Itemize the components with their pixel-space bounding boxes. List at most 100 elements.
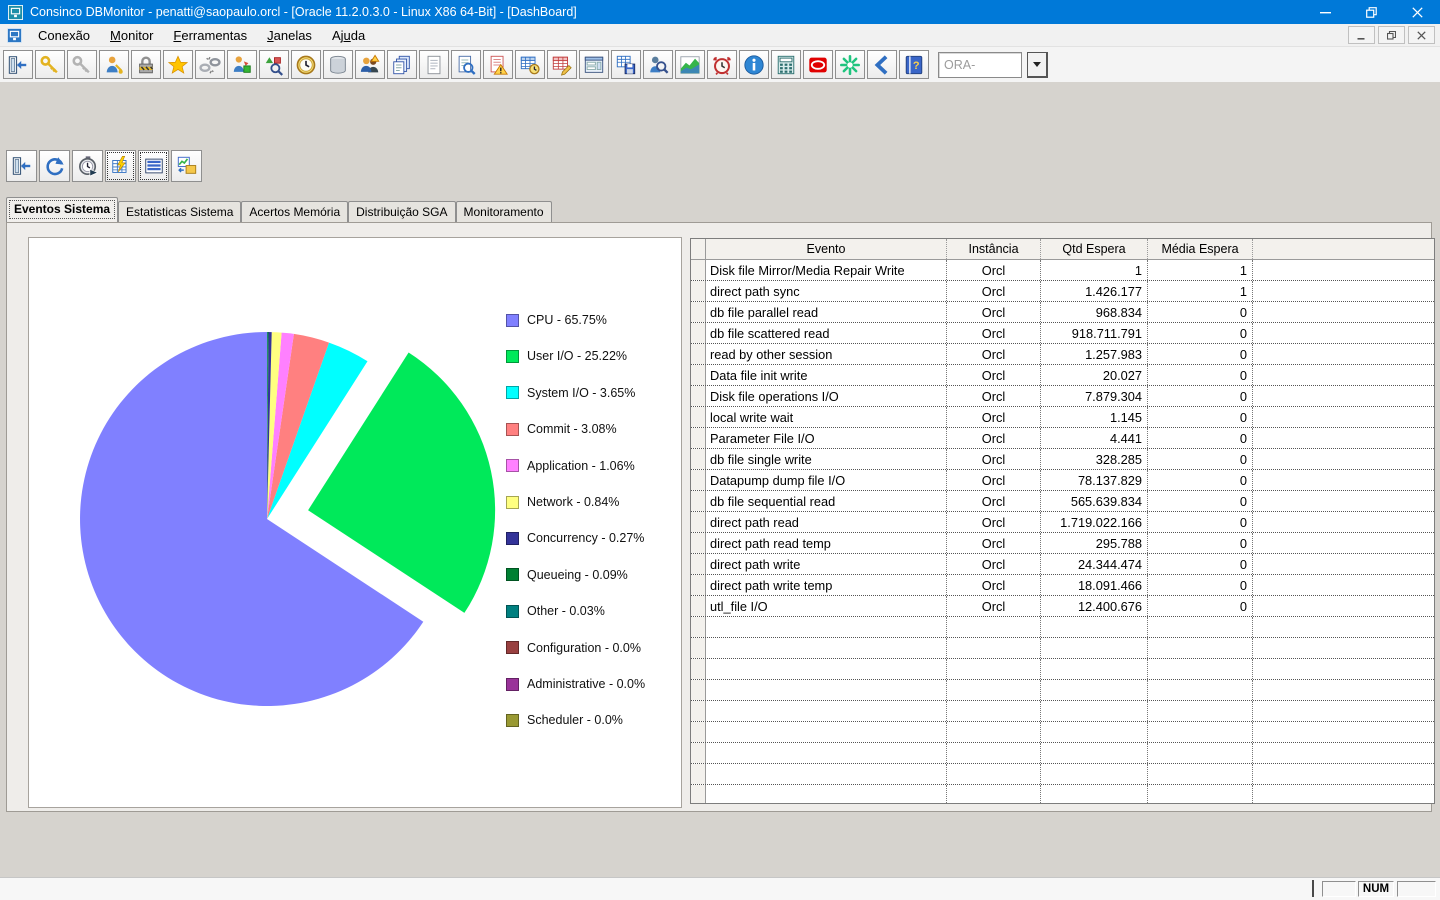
cell-qtd-espera[interactable]: 18.091.466: [1041, 575, 1148, 595]
cell-media-espera[interactable]: [1148, 701, 1253, 721]
cell-blank[interactable]: [1253, 365, 1434, 385]
row-indicator[interactable]: [691, 512, 706, 532]
cell-qtd-espera[interactable]: 12.400.676: [1041, 596, 1148, 616]
cell-blank[interactable]: [1253, 743, 1434, 763]
cell-instancia[interactable]: [947, 722, 1041, 742]
cell-instancia[interactable]: Orcl: [947, 596, 1041, 616]
exit-button[interactable]: [6, 150, 37, 182]
cell-instancia[interactable]: [947, 785, 1041, 803]
cell-qtd-espera[interactable]: 1: [1041, 260, 1148, 280]
grid-clock-button[interactable]: [515, 50, 545, 79]
cell-evento[interactable]: [706, 722, 947, 742]
cell-evento[interactable]: read by other session: [706, 344, 947, 364]
row-indicator[interactable]: [691, 722, 706, 742]
star-button[interactable]: [163, 50, 193, 79]
row-indicator[interactable]: [691, 407, 706, 427]
cell-blank[interactable]: [1253, 680, 1434, 700]
document-preview-button[interactable]: [451, 50, 481, 79]
row-indicator[interactable]: [691, 533, 706, 553]
cell-media-espera[interactable]: [1148, 785, 1253, 803]
cell-evento[interactable]: db file parallel read: [706, 302, 947, 322]
cell-qtd-espera[interactable]: 1.145: [1041, 407, 1148, 427]
cell-evento[interactable]: [706, 617, 947, 637]
grid-rows-button[interactable]: [138, 150, 169, 182]
broken-link-button[interactable]: [195, 50, 225, 79]
user-export-button[interactable]: [227, 50, 257, 79]
cell-media-espera[interactable]: 0: [1148, 407, 1253, 427]
row-indicator[interactable]: [691, 344, 706, 364]
row-indicator[interactable]: [691, 470, 706, 490]
table-row[interactable]: Parameter File I/O Orcl 4.441 0: [691, 428, 1434, 449]
table-row[interactable]: Datapump dump file I/O Orcl 78.137.829 0: [691, 470, 1434, 491]
table-row-empty[interactable]: [691, 785, 1434, 803]
cell-evento[interactable]: Data file init write: [706, 365, 947, 385]
refresh-button[interactable]: [39, 150, 70, 182]
cell-blank[interactable]: [1253, 638, 1434, 658]
cell-evento[interactable]: [706, 764, 947, 784]
menu-monitor[interactable]: Monitor: [110, 27, 154, 43]
mdi-restore-button[interactable]: [1378, 26, 1405, 44]
menu-conexao[interactable]: Conexão: [38, 27, 91, 43]
cell-blank[interactable]: [1253, 722, 1434, 742]
column-header-evento[interactable]: Evento: [706, 239, 947, 259]
cell-instancia[interactable]: Orcl: [947, 386, 1041, 406]
row-indicator[interactable]: [691, 659, 706, 679]
cell-media-espera[interactable]: 0: [1148, 344, 1253, 364]
cell-blank[interactable]: [1253, 785, 1434, 803]
table-row[interactable]: read by other session Orcl 1.257.983 0: [691, 344, 1434, 365]
cell-instancia[interactable]: [947, 638, 1041, 658]
table-row-empty[interactable]: [691, 701, 1434, 722]
cell-qtd-espera[interactable]: 1.257.983: [1041, 344, 1148, 364]
cell-instancia[interactable]: Orcl: [947, 323, 1041, 343]
cell-blank[interactable]: [1253, 764, 1434, 784]
cell-qtd-espera[interactable]: 295.788: [1041, 533, 1148, 553]
tab-estatisticas-sistema[interactable]: Estatisticas Sistema: [118, 201, 242, 222]
table-row[interactable]: Data file init write Orcl 20.027 0: [691, 365, 1434, 386]
row-indicator[interactable]: [691, 743, 706, 763]
cell-blank[interactable]: [1253, 428, 1434, 448]
cell-evento[interactable]: direct path write: [706, 554, 947, 574]
lock-button[interactable]: [131, 50, 161, 79]
row-indicator[interactable]: [691, 260, 706, 280]
column-header-instancia[interactable]: Instância: [947, 239, 1041, 259]
cell-media-espera[interactable]: 0: [1148, 365, 1253, 385]
tab-acertos-memoria[interactable]: Acertos Memória: [241, 201, 349, 222]
row-indicator[interactable]: [691, 785, 706, 803]
cell-media-espera[interactable]: 0: [1148, 428, 1253, 448]
cell-evento[interactable]: Parameter File I/O: [706, 428, 947, 448]
cell-instancia[interactable]: Orcl: [947, 407, 1041, 427]
table-row[interactable]: utl_file I/O Orcl 12.400.676 0: [691, 596, 1434, 617]
table-row[interactable]: db file single write Orcl 328.285 0: [691, 449, 1434, 470]
table-row-empty[interactable]: [691, 659, 1434, 680]
cell-blank[interactable]: [1253, 323, 1434, 343]
table-row[interactable]: Disk file operations I/O Orcl 7.879.304 0: [691, 386, 1434, 407]
row-indicator[interactable]: [691, 701, 706, 721]
row-indicator[interactable]: [691, 302, 706, 322]
exit-button[interactable]: [3, 50, 33, 79]
help-button[interactable]: ?: [899, 50, 929, 79]
object-search-button[interactable]: [259, 50, 289, 79]
cell-qtd-espera[interactable]: [1041, 659, 1148, 679]
table-row[interactable]: local write wait Orcl 1.145 0: [691, 407, 1434, 428]
cell-qtd-espera[interactable]: [1041, 722, 1148, 742]
cell-evento[interactable]: direct path sync: [706, 281, 947, 301]
table-row[interactable]: db file scattered read Orcl 918.711.791 0: [691, 323, 1434, 344]
cell-media-espera[interactable]: 0: [1148, 470, 1253, 490]
cell-media-espera[interactable]: 0: [1148, 491, 1253, 511]
cell-media-espera[interactable]: 1: [1148, 281, 1253, 301]
cell-evento[interactable]: [706, 743, 947, 763]
cell-instancia[interactable]: Orcl: [947, 533, 1041, 553]
cell-blank[interactable]: [1253, 407, 1434, 427]
cell-media-espera[interactable]: [1148, 680, 1253, 700]
cell-instancia[interactable]: Orcl: [947, 344, 1041, 364]
row-indicator[interactable]: [691, 449, 706, 469]
cell-instancia[interactable]: Orcl: [947, 491, 1041, 511]
export-chart-button[interactable]: [171, 150, 202, 182]
row-indicator[interactable]: [691, 323, 706, 343]
form-button[interactable]: [579, 50, 609, 79]
cell-blank[interactable]: [1253, 344, 1434, 364]
info-button[interactable]: [739, 50, 769, 79]
tab-eventos-sistema[interactable]: Eventos Sistema: [6, 197, 119, 222]
cell-media-espera[interactable]: [1148, 743, 1253, 763]
column-header-media-espera[interactable]: Média Espera: [1148, 239, 1253, 259]
